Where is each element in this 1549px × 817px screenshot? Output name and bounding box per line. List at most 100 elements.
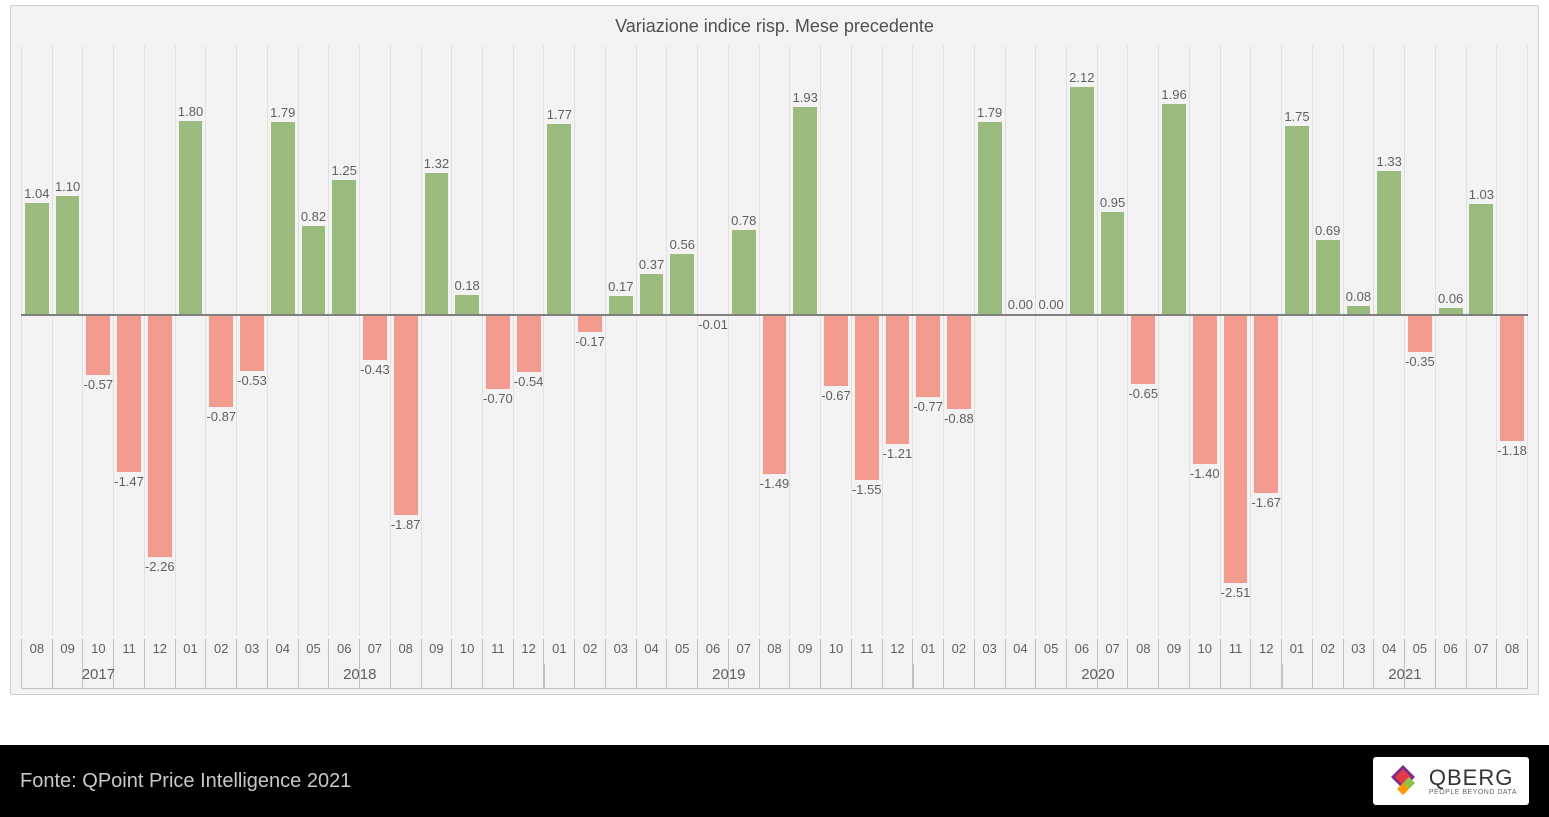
bar-value-label: 0.08 [1342,289,1375,304]
bar-value-label: -1.40 [1188,466,1221,481]
bar-slot: 1.93 [789,46,820,636]
bar-value-label: 1.75 [1280,109,1313,124]
logo-name: QBERG [1429,767,1517,789]
bar: 1.80 [179,121,203,314]
bar-value-label: -0.53 [235,373,268,388]
chart-title: Variazione indice risp. Mese precedente [11,6,1538,37]
bar-value-label: 1.96 [1157,87,1190,102]
bar-slot: 2.12 [1066,46,1097,636]
source-text: Fonte: QPoint Price Intelligence 2021 [20,770,351,793]
bar-slot: 1.10 [52,46,83,636]
bar: 0.82 [302,226,326,314]
bar-slot: -1.18 [1496,46,1528,636]
bar: 1.25 [332,180,356,314]
bar: -0.54 [517,314,541,372]
bar: -1.40 [1193,314,1217,464]
chart-container: Variazione indice risp. Mese precedente … [0,0,1549,817]
bar-slot: 0.56 [666,46,697,636]
bar-slot: 1.03 [1466,46,1497,636]
x-axis-years: 20172018201920202021 [21,664,1528,689]
bar-slot: 0.78 [728,46,759,636]
logo-text: QBERG PEOPLE BEYOND DATA [1429,767,1517,796]
bar-value-label: -2.51 [1219,585,1252,600]
bar-value-label: -2.26 [143,559,176,574]
bar-slot: 1.77 [543,46,574,636]
bar-slot: 1.25 [328,46,359,636]
bar-slot: 1.04 [21,46,52,636]
bar-slot: 0.08 [1343,46,1374,636]
bar-value-label: -0.87 [205,409,238,424]
bar-slot: -0.87 [205,46,236,636]
bar-value-label: 1.03 [1465,187,1498,202]
bar: -0.35 [1408,314,1432,352]
bar-value-label: -1.47 [112,474,145,489]
bar-value-label: -0.70 [481,391,514,406]
bar-slot: -0.77 [912,46,943,636]
bar: 2.12 [1070,87,1094,314]
bar-slot: 0.95 [1097,46,1128,636]
bar-slot: 1.80 [175,46,206,636]
bar-slot: -0.54 [513,46,544,636]
bar-slot: -0.53 [236,46,267,636]
bar-slot: -0.35 [1404,46,1435,636]
bar-slot: -0.70 [482,46,513,636]
bar: -1.87 [394,314,418,515]
zero-line [21,314,1528,316]
bar-value-label: 1.04 [20,186,53,201]
bars-container: 1.041.10-0.57 -1.47 -2.26 1.80 -0.87 -0.53 1.7… [21,46,1528,636]
bar: 1.75 [1285,126,1309,314]
bar-slot: -0.88 [943,46,974,636]
bar-slot: 0.00 [1005,46,1036,636]
bar: -1.49 [763,314,787,474]
bar: 1.77 [547,124,571,314]
bar-value-label: 1.79 [973,105,1006,120]
bar-slot: 1.33 [1373,46,1404,636]
bar-slot: 0.82 [298,46,329,636]
bar-value-label: 1.33 [1373,154,1406,169]
bar: -0.88 [947,314,971,408]
bar: 1.32 [425,173,449,315]
bar-value-label: -1.55 [850,482,883,497]
bar-value-label: -0.43 [358,362,391,377]
bar: -2.51 [1224,314,1248,583]
bar: 0.69 [1316,240,1340,314]
bar-value-label: -0.65 [1127,386,1160,401]
bar: 0.78 [732,230,756,314]
bar-value-label: -1.49 [758,476,791,491]
bar-slot: -1.67 [1250,46,1281,636]
bar-slot: 1.79 [974,46,1005,636]
bar-value-label: 0.17 [604,279,637,294]
logo-box: QBERG PEOPLE BEYOND DATA [1373,757,1529,805]
x-year-label: 2021 [1282,664,1528,689]
bar-value-label: -0.88 [942,411,975,426]
bar: -1.67 [1254,314,1278,493]
bar-value-label: -0.35 [1403,354,1436,369]
bar-value-label: -1.67 [1250,495,1283,510]
bar: -0.17 [578,314,602,332]
bar-slot: -2.51 [1220,46,1251,636]
x-year-label: 2019 [544,664,913,689]
bar-slot: -0.57 [82,46,113,636]
bar-value-label: 1.79 [266,105,299,120]
bar: 1.03 [1469,204,1493,314]
bar-value-label: 1.93 [789,90,822,105]
bar-value-label: -0.77 [912,399,945,414]
logo-tagline: PEOPLE BEYOND DATA [1429,789,1517,796]
chart-area: Variazione indice risp. Mese precedente … [10,5,1539,695]
bar-value-label: 0.06 [1434,291,1467,306]
bar: -1.55 [855,314,879,480]
bar: -1.47 [117,314,141,472]
bar-value-label: -0.01 [696,317,729,332]
bar-value-label: -0.54 [512,374,545,389]
bar: 1.04 [25,203,49,315]
bar-slot: -0.67 [820,46,851,636]
bar: 0.08 [1347,306,1371,315]
bar: -1.21 [886,314,910,444]
bar: -0.57 [86,314,110,375]
bar-slot: 0.00 [1035,46,1066,636]
bar: -0.77 [916,314,940,397]
bar-value-label: 0.56 [666,237,699,252]
bar-value-label: 1.77 [543,107,576,122]
logo-diamond-icon [1385,763,1421,799]
bar-value-label: 0.37 [635,257,668,272]
